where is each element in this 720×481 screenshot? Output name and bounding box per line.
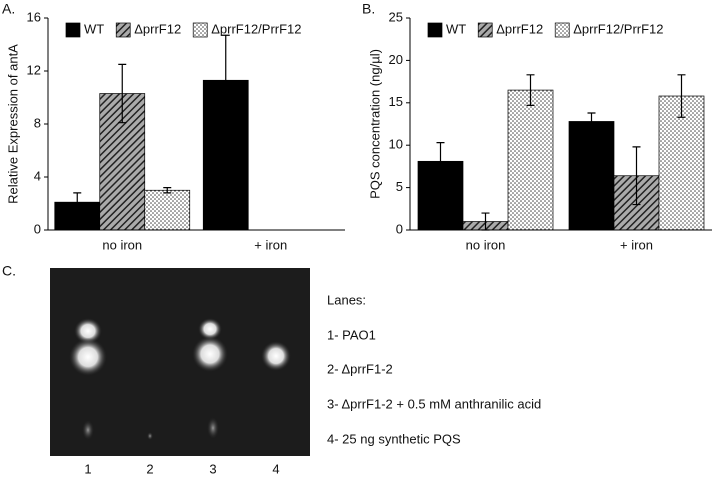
y-tick-label: 0	[34, 221, 41, 236]
legend-swatch	[192, 22, 208, 38]
error-bar	[526, 74, 535, 106]
lane-label: 3	[209, 461, 216, 476]
y-tick-label: 10	[389, 137, 403, 152]
lane-legend: 2- ΔprrF1-2	[327, 361, 393, 376]
y-axis-label: Relative Expression of antA	[5, 44, 20, 204]
legend-swatch	[427, 22, 443, 38]
lane-label: 1	[84, 461, 91, 476]
y-tick-label: 12	[27, 62, 41, 77]
panel-label: A.	[2, 1, 15, 17]
panel-label: B.	[362, 1, 375, 17]
legend-label: ΔprrF12	[496, 21, 543, 36]
x-tick-label: + iron	[254, 237, 287, 252]
bar	[144, 189, 191, 231]
lanes-title: Lanes:	[327, 292, 366, 307]
y-tick-label: 5	[396, 179, 403, 194]
legend-swatch	[65, 22, 81, 38]
error-bar	[436, 142, 445, 181]
lane-legend: 4- 25 ng synthetic PQS	[327, 431, 461, 446]
error-bar	[163, 187, 172, 194]
legend-label: ΔprrF12	[134, 21, 181, 36]
legend-label: ΔprrF12/PrrF12	[573, 21, 663, 36]
legend-swatch	[554, 22, 570, 38]
error-bar	[587, 112, 596, 131]
lane-label: 2	[146, 461, 153, 476]
error-bar	[221, 34, 230, 126]
y-tick-label: 8	[34, 115, 41, 130]
lane-label: 4	[272, 461, 279, 476]
y-tick-label: 25	[389, 9, 403, 24]
y-tick-label: 4	[34, 168, 41, 183]
legend-swatch	[477, 22, 493, 38]
lane-legend: 1- PAO1	[327, 327, 376, 342]
error-bar	[73, 192, 82, 213]
x-tick-label: no iron	[466, 237, 506, 252]
legend-swatch	[115, 22, 131, 38]
x-tick-label: no iron	[102, 237, 142, 252]
panel-label: C.	[2, 263, 16, 279]
bar	[568, 121, 615, 231]
y-tick-label: 16	[27, 9, 41, 24]
bar	[507, 89, 554, 231]
error-bar	[632, 146, 641, 206]
y-axis-label: PQS concentration (ng/µl)	[367, 49, 382, 199]
y-tick-label: 0	[396, 221, 403, 236]
error-bar	[118, 63, 127, 124]
legend-label: WT	[446, 21, 466, 36]
x-tick-label: + iron	[620, 237, 653, 252]
lane-legend: 3- ΔprrF1-2 + 0.5 mM anthranilic acid	[327, 396, 541, 411]
legend-label: ΔprrF12/PrrF12	[211, 21, 301, 36]
y-tick-label: 15	[389, 94, 403, 109]
tlc-spots	[69, 318, 291, 440]
y-tick-label: 20	[389, 52, 403, 67]
legend-label: WT	[84, 21, 104, 36]
error-bar	[677, 74, 686, 118]
